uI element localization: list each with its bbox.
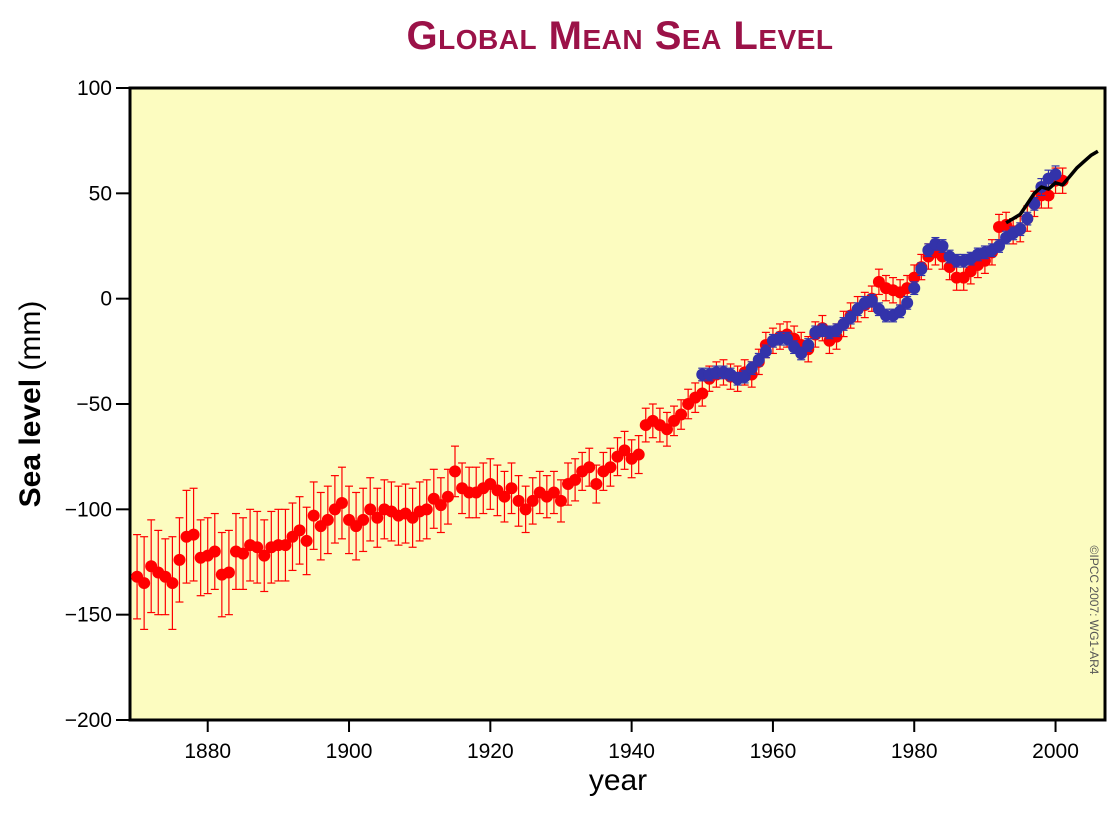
data-point bbox=[795, 346, 808, 361]
data-point bbox=[237, 517, 250, 590]
data-point bbox=[554, 479, 567, 523]
y-tick-label: 100 bbox=[77, 77, 112, 100]
data-point bbox=[519, 485, 532, 534]
data-point bbox=[1021, 211, 1034, 226]
x-tick-label: 1940 bbox=[608, 740, 655, 763]
x-tick-label: 1880 bbox=[184, 740, 231, 763]
data-point bbox=[901, 295, 914, 310]
data-point bbox=[449, 445, 461, 498]
data-point bbox=[1014, 222, 1027, 237]
data-point bbox=[646, 403, 659, 439]
data-point bbox=[632, 435, 645, 475]
data-point bbox=[173, 517, 186, 603]
data-point bbox=[844, 310, 857, 325]
data-point bbox=[512, 475, 525, 527]
x-tick-label: 1900 bbox=[326, 740, 373, 763]
data-point bbox=[413, 481, 426, 542]
data-point bbox=[321, 485, 334, 555]
data-point bbox=[138, 536, 151, 631]
x-tick-label: 1960 bbox=[750, 740, 797, 763]
data-point bbox=[618, 430, 631, 470]
data-point bbox=[434, 477, 447, 534]
y-tick-label: 0 bbox=[100, 288, 112, 311]
y-tick-label: −150 bbox=[65, 604, 112, 627]
data-point bbox=[526, 477, 539, 525]
data-point bbox=[675, 399, 688, 430]
data-point bbox=[293, 496, 306, 565]
data-point bbox=[222, 529, 235, 616]
data-point bbox=[908, 281, 921, 296]
y-axis-title: Sea level (mm) bbox=[14, 301, 47, 508]
data-point bbox=[300, 506, 313, 576]
data-point bbox=[915, 262, 928, 277]
data-point bbox=[258, 519, 271, 593]
y-tick-label: −100 bbox=[65, 498, 112, 521]
data-point bbox=[936, 239, 949, 253]
data-point bbox=[802, 338, 815, 352]
x-tick-label: 1920 bbox=[467, 740, 514, 763]
data-point bbox=[335, 466, 348, 540]
data-point bbox=[604, 447, 617, 487]
x-axis-title: year bbox=[589, 764, 647, 797]
x-tick-label: 2000 bbox=[1032, 740, 1079, 763]
data-point bbox=[307, 481, 320, 550]
y-axis: 100 50 0 −50 −100 −150 −200 bbox=[65, 77, 130, 732]
data-point bbox=[371, 487, 384, 548]
y-tick-label: −200 bbox=[65, 709, 112, 732]
x-tick-label: 1980 bbox=[891, 740, 938, 763]
data-point bbox=[498, 470, 511, 523]
data-point bbox=[420, 479, 433, 540]
data-point bbox=[279, 508, 292, 582]
y-tick-label: 50 bbox=[89, 182, 112, 205]
data-point bbox=[759, 344, 772, 359]
data-point bbox=[781, 331, 794, 346]
data-point bbox=[660, 411, 673, 447]
data-point bbox=[569, 458, 582, 502]
data-point bbox=[894, 304, 907, 319]
data-point bbox=[364, 477, 377, 542]
data-point bbox=[187, 487, 200, 582]
plot-area bbox=[128, 86, 1107, 722]
data-point bbox=[505, 462, 518, 515]
data-point bbox=[865, 293, 878, 308]
data-point bbox=[547, 470, 560, 515]
data-point bbox=[477, 462, 490, 515]
y-tick-label: −50 bbox=[76, 393, 112, 416]
data-point bbox=[357, 487, 370, 553]
ipcc-credit: ©IPCC 2007: WG1-AR4 bbox=[1087, 546, 1101, 675]
x-axis: 1880 1900 1920 1940 1960 1980 2000 bbox=[184, 720, 1079, 763]
data-marks bbox=[131, 149, 1099, 631]
chart-title: Global Mean Sea Level bbox=[406, 14, 834, 58]
data-point bbox=[251, 510, 264, 584]
data-point bbox=[583, 447, 596, 487]
series-line bbox=[1005, 149, 1099, 225]
data-point bbox=[208, 512, 221, 590]
data-point bbox=[752, 352, 765, 367]
data-point bbox=[590, 464, 603, 504]
data-point bbox=[201, 517, 214, 595]
data-point bbox=[166, 536, 179, 631]
data-point bbox=[441, 468, 454, 525]
